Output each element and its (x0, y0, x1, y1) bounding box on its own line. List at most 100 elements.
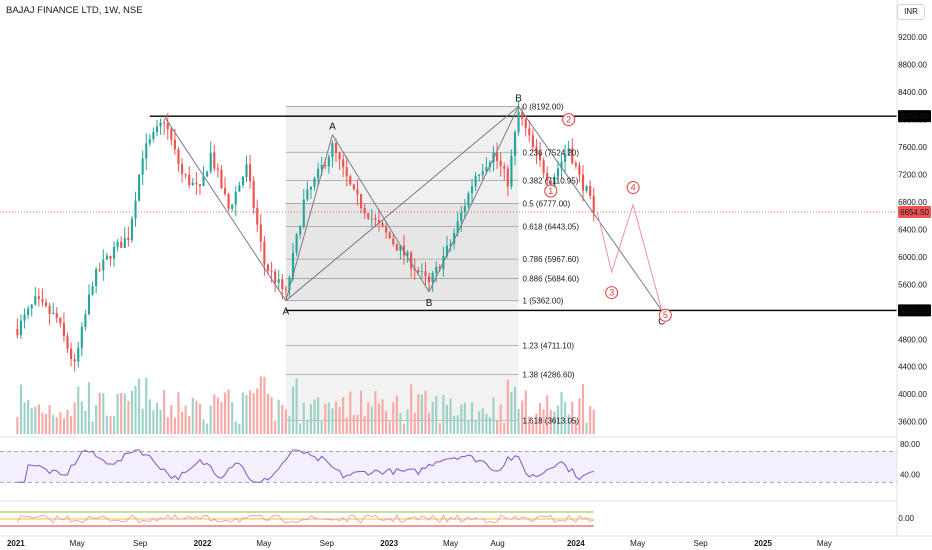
candle-body (546, 173, 549, 181)
candle-body (252, 181, 255, 208)
volume-bar (585, 422, 588, 434)
volume-bar (34, 406, 37, 434)
candle-body (309, 186, 313, 190)
volume-bar (30, 408, 33, 434)
wave-circle (658, 308, 672, 322)
candle-body (456, 221, 459, 234)
candle-body (381, 223, 384, 227)
volume-bar (546, 395, 549, 434)
volume-bar (556, 405, 560, 434)
candle-body (48, 305, 51, 314)
candle-body (478, 174, 481, 176)
candle-body (77, 347, 80, 362)
pattern-line (163, 115, 287, 301)
fib-level-label: 1.618 (3613.05) (523, 417, 580, 426)
volume-bar (216, 397, 219, 434)
volume-bar (120, 392, 123, 434)
candle-body (499, 160, 502, 167)
volume-bar (123, 393, 126, 434)
fib-level-label: 0.236 (7524.20) (523, 148, 580, 157)
candle-body (589, 186, 592, 196)
volume-bar (513, 386, 517, 434)
volume-bar (87, 382, 91, 434)
candle-body (377, 220, 381, 224)
candle-body (34, 296, 37, 305)
candle-body (195, 182, 198, 185)
volume-bar (521, 400, 524, 434)
volume-bar (467, 419, 470, 434)
candle-body (352, 184, 355, 190)
candle-body (356, 189, 359, 195)
volume-bar (431, 401, 434, 434)
candle-body (417, 270, 420, 272)
candle-body (80, 326, 83, 348)
volume-bar (324, 404, 327, 434)
candle-body (327, 156, 330, 167)
volume-bar (313, 399, 316, 434)
volume-bar (16, 416, 19, 434)
candle-body (524, 118, 527, 129)
candle-body (227, 194, 230, 209)
volume-bar (231, 402, 234, 434)
candle-body (453, 233, 456, 244)
rsi-tick: 80.00 (900, 440, 921, 449)
volume-bar (435, 395, 438, 434)
volume-bar (481, 408, 484, 434)
candle-body (567, 148, 570, 155)
wave-label: 2 (566, 115, 571, 125)
candle-body (277, 279, 280, 283)
candle-body (116, 241, 119, 248)
candle-body (578, 165, 581, 175)
wave-labels: 1 2 3 4 5 (544, 113, 672, 322)
time-axis[interactable]: 2021 May Sep 2022 May Sep 2023 May Aug 2024 May Sep… (0, 535, 932, 548)
candle-body (249, 164, 252, 182)
volume-bar (342, 397, 345, 434)
time-tick: May (256, 539, 271, 548)
volume-bar (59, 412, 62, 434)
candle-body (102, 259, 105, 271)
volume-bar (223, 392, 227, 434)
volume-bar (528, 416, 531, 434)
volume-bar (542, 409, 545, 434)
fib-level-label: 1.38 (4286.60) (523, 371, 575, 380)
candle-body (84, 314, 87, 327)
volume-bar (574, 419, 577, 434)
harmonic-pattern (163, 106, 663, 311)
candle-body (367, 213, 370, 219)
time-tick: May (443, 539, 458, 548)
candle-body (427, 276, 431, 282)
candle-body (506, 168, 509, 187)
candle-body (105, 255, 108, 260)
time-tick: Sep (133, 539, 148, 548)
volume-bar (309, 403, 313, 434)
volume-bar (488, 417, 491, 434)
volume-bar (345, 417, 348, 434)
pattern-line (428, 106, 520, 293)
volume-bar (535, 413, 538, 434)
price-marker-label: 8050.00 (900, 112, 929, 121)
volume-bar (338, 406, 341, 434)
candle-body (223, 188, 227, 195)
volume-bar (62, 418, 65, 434)
candle-body (284, 289, 287, 291)
candle-body (120, 241, 123, 248)
candle-body (392, 238, 395, 244)
currency-badge[interactable]: INR (897, 4, 925, 20)
candle-body (202, 176, 205, 187)
candle-body (592, 195, 595, 212)
volume-bar (173, 417, 176, 434)
candle-body (234, 191, 237, 205)
candle-body (130, 218, 134, 241)
price-tick: 8800.00 (898, 61, 927, 70)
volume-bar (227, 389, 230, 434)
volume-bar (553, 411, 556, 434)
candle-body (299, 226, 302, 235)
volume-bar (506, 379, 509, 434)
candle-body (538, 152, 542, 161)
volume-bar (116, 393, 119, 434)
osc-tick: 0.00 (898, 514, 914, 523)
price-axis[interactable]: 9200.008800.008400.008000.007600.007200.… (896, 0, 931, 536)
candle-body (123, 238, 126, 248)
volume-bar (73, 402, 76, 434)
